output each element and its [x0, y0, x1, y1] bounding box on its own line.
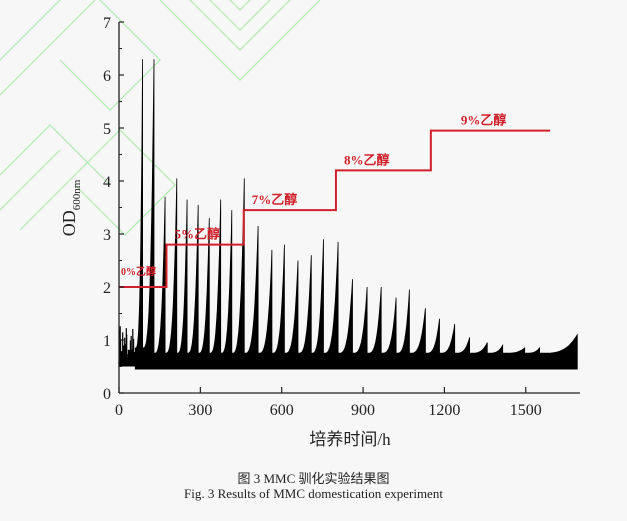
od-cycle-peak [487, 345, 502, 369]
x-tick-label: 0 [115, 402, 123, 419]
od-cycle-peak [409, 308, 425, 369]
od-cycle-peak [143, 59, 154, 369]
ethanol-step-line [119, 131, 550, 287]
od-cycle-peak [177, 200, 187, 370]
od-cycle-peak [381, 298, 396, 370]
od-cycle-peak [440, 324, 455, 369]
x-tick-label: 1200 [428, 402, 460, 419]
ethanol-step-label: 9%乙醇 [461, 113, 507, 128]
od-cycle-peak [455, 337, 470, 369]
y-tick-label: 0 [103, 386, 111, 403]
y-tick-label: 2 [103, 280, 111, 297]
ethanol-step-label: 5%乙醇 [174, 227, 220, 242]
y-tick-label: 3 [103, 227, 111, 244]
od-cycle-peak [221, 210, 232, 369]
od-cycle-peak [525, 348, 540, 369]
od-cycle-peak [298, 255, 311, 369]
od-cycle-peak [323, 242, 338, 369]
od-cycle-peak [154, 197, 165, 369]
y-tick-label: 4 [103, 174, 111, 191]
y-tick-label: 7 [103, 15, 111, 32]
od-cycle-peak [135, 59, 142, 369]
x-tick-label: 300 [188, 402, 212, 419]
od-cycle-peak [232, 178, 245, 369]
od-cycle-peak [258, 250, 272, 369]
od-cycle-peak [425, 319, 439, 369]
od-cycle-peak [470, 343, 488, 370]
ethanol-step-label: 0%乙醇 [121, 265, 156, 278]
y-tick-label: 6 [103, 68, 111, 85]
od-noise-region [119, 326, 137, 366]
ethanol-step-label: 8%乙醇 [344, 152, 390, 167]
x-tick-label: 600 [270, 402, 294, 419]
od-cycle-peak [272, 245, 285, 370]
od-cycle-peak [540, 335, 578, 369]
figure-caption-english: Fig. 3 Results of MMC domestication expe… [0, 486, 627, 502]
od-cycle-peak [284, 261, 298, 370]
y-tick-label: 1 [103, 333, 111, 350]
x-tick-label: 1500 [510, 402, 542, 419]
y-tick-label: 5 [103, 121, 111, 138]
od-cycle-peak [367, 287, 381, 369]
x-tick-label: 900 [351, 402, 375, 419]
figure-caption-chinese: 图 3 MMC 驯化实验结果图 [0, 468, 627, 487]
x-axis-label: 培养时间/h [309, 430, 391, 449]
od-cycle-peak [338, 279, 352, 369]
od-chart: 0%乙醇 5%乙醇 7%乙醇 8%乙醇 9%乙醇 0 1 2 3 4 5 6 7 0 300 600 900 1… [0, 0, 627, 521]
ethanol-step-label: 7%乙醇 [252, 192, 298, 207]
od-cycle-peak [352, 287, 367, 369]
od-cycle-peak [311, 239, 323, 369]
od-cycle-peak [209, 200, 220, 370]
od-cycle-peak [396, 290, 409, 370]
od-cycle-peak [244, 226, 258, 369]
od-cycle-peak [503, 348, 525, 369]
